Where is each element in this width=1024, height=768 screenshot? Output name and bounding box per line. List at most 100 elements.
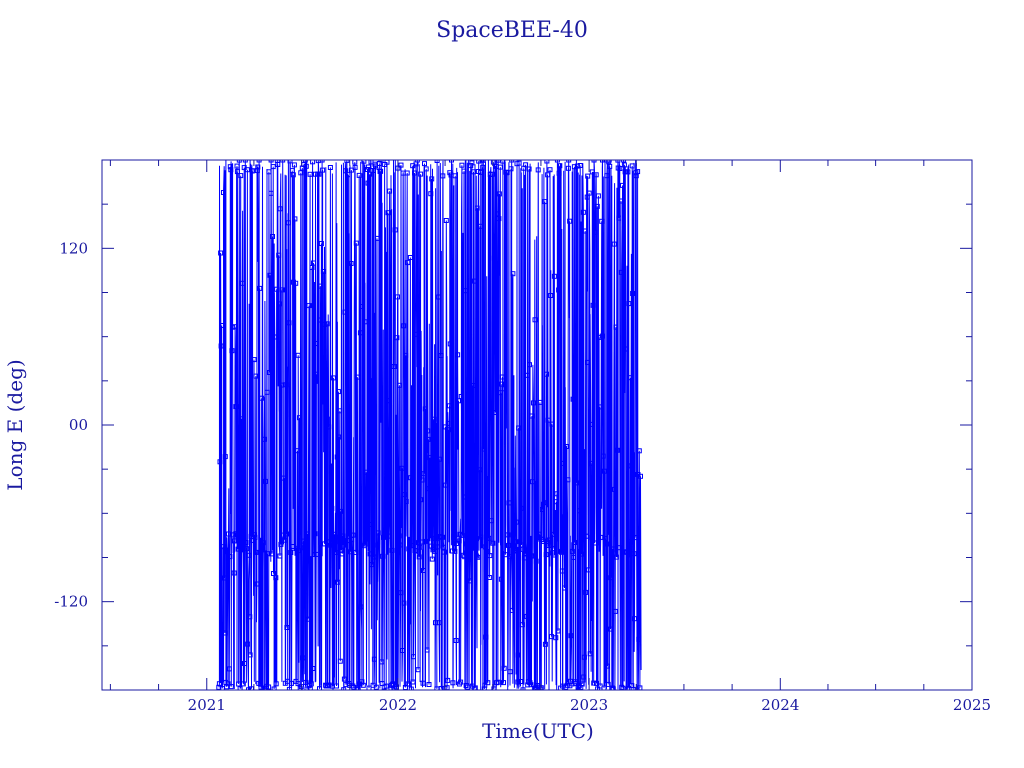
data-point bbox=[253, 549, 259, 555]
data-point bbox=[396, 382, 402, 388]
data-point bbox=[340, 542, 346, 548]
data-point bbox=[466, 556, 472, 562]
data-point bbox=[373, 684, 379, 690]
data-point bbox=[267, 370, 273, 375]
data-point bbox=[544, 160, 550, 164]
data-point bbox=[429, 556, 435, 562]
data-point bbox=[599, 218, 605, 224]
data-point bbox=[392, 227, 398, 233]
data-point bbox=[554, 491, 560, 497]
data-point bbox=[498, 390, 504, 396]
data-point bbox=[234, 169, 240, 175]
data-point bbox=[445, 677, 451, 683]
data-point bbox=[638, 473, 643, 479]
data-point bbox=[423, 166, 429, 172]
data-point bbox=[562, 535, 568, 541]
data-point bbox=[512, 548, 518, 554]
data-point bbox=[291, 162, 297, 168]
data-point bbox=[239, 280, 245, 286]
data-point bbox=[588, 421, 594, 427]
data-point bbox=[492, 410, 498, 415]
data-point bbox=[407, 255, 413, 260]
data-point bbox=[636, 448, 642, 454]
data-point bbox=[252, 532, 257, 538]
data-point bbox=[406, 546, 412, 552]
data-point bbox=[363, 469, 369, 475]
data-point bbox=[450, 680, 456, 686]
data-point bbox=[253, 373, 259, 379]
data-point bbox=[527, 362, 532, 368]
data-point bbox=[585, 173, 591, 179]
data-point bbox=[463, 288, 469, 294]
data-point bbox=[335, 389, 341, 395]
data-point bbox=[249, 168, 255, 174]
data-point bbox=[326, 682, 332, 688]
data-point bbox=[628, 463, 634, 469]
data-point bbox=[614, 447, 620, 453]
data-point bbox=[592, 229, 598, 235]
data-point bbox=[272, 334, 278, 340]
data-point bbox=[391, 364, 397, 369]
data-point bbox=[379, 659, 385, 665]
data-point bbox=[486, 535, 492, 541]
data-point bbox=[460, 552, 466, 558]
data-point bbox=[598, 534, 604, 540]
data-point bbox=[465, 444, 471, 450]
data-point bbox=[612, 608, 618, 614]
data-point bbox=[345, 172, 351, 178]
data-point bbox=[337, 408, 343, 414]
data-point bbox=[478, 534, 484, 540]
data-point bbox=[402, 492, 408, 498]
data-point bbox=[462, 554, 468, 560]
data-point bbox=[523, 550, 529, 556]
data-point bbox=[546, 543, 552, 548]
data-point bbox=[316, 171, 322, 177]
data-point bbox=[577, 163, 583, 168]
data-point bbox=[332, 539, 338, 545]
data-point bbox=[499, 374, 505, 380]
data-point bbox=[459, 162, 465, 168]
data-point bbox=[425, 436, 431, 442]
data-point bbox=[389, 547, 395, 553]
data-point bbox=[243, 540, 249, 545]
data-point bbox=[545, 417, 551, 423]
data-point bbox=[416, 554, 422, 560]
data-point bbox=[545, 172, 551, 178]
data-point bbox=[574, 163, 580, 169]
data-point bbox=[334, 683, 339, 689]
data-point bbox=[431, 416, 437, 422]
x-tick-label: 2021 bbox=[188, 696, 226, 714]
data-point bbox=[347, 549, 353, 555]
data-point bbox=[274, 286, 280, 292]
data-point bbox=[500, 160, 506, 164]
data-point bbox=[382, 533, 388, 539]
data-point bbox=[405, 260, 411, 266]
data-point bbox=[447, 341, 453, 347]
data-point bbox=[565, 477, 571, 483]
data-point bbox=[595, 193, 601, 199]
data-point bbox=[237, 686, 243, 690]
data-point bbox=[494, 211, 500, 217]
data-point bbox=[349, 537, 355, 543]
data-point bbox=[267, 272, 273, 278]
data-point bbox=[509, 160, 515, 163]
data-point bbox=[547, 167, 553, 173]
data-point bbox=[252, 534, 258, 540]
data-point bbox=[542, 199, 548, 205]
data-point bbox=[319, 160, 325, 163]
data-point bbox=[528, 682, 534, 688]
data-point bbox=[342, 309, 348, 315]
data-point bbox=[487, 553, 493, 559]
data-point bbox=[378, 168, 384, 174]
data-point bbox=[418, 497, 424, 503]
data-point bbox=[418, 171, 424, 177]
data-point bbox=[340, 533, 346, 539]
data-point bbox=[572, 540, 578, 545]
data-point bbox=[533, 558, 539, 564]
data-point bbox=[461, 168, 467, 174]
data-point bbox=[419, 539, 425, 545]
data-point bbox=[579, 681, 585, 687]
data-point bbox=[234, 163, 240, 169]
data-point bbox=[414, 160, 420, 163]
data-point bbox=[356, 172, 362, 178]
